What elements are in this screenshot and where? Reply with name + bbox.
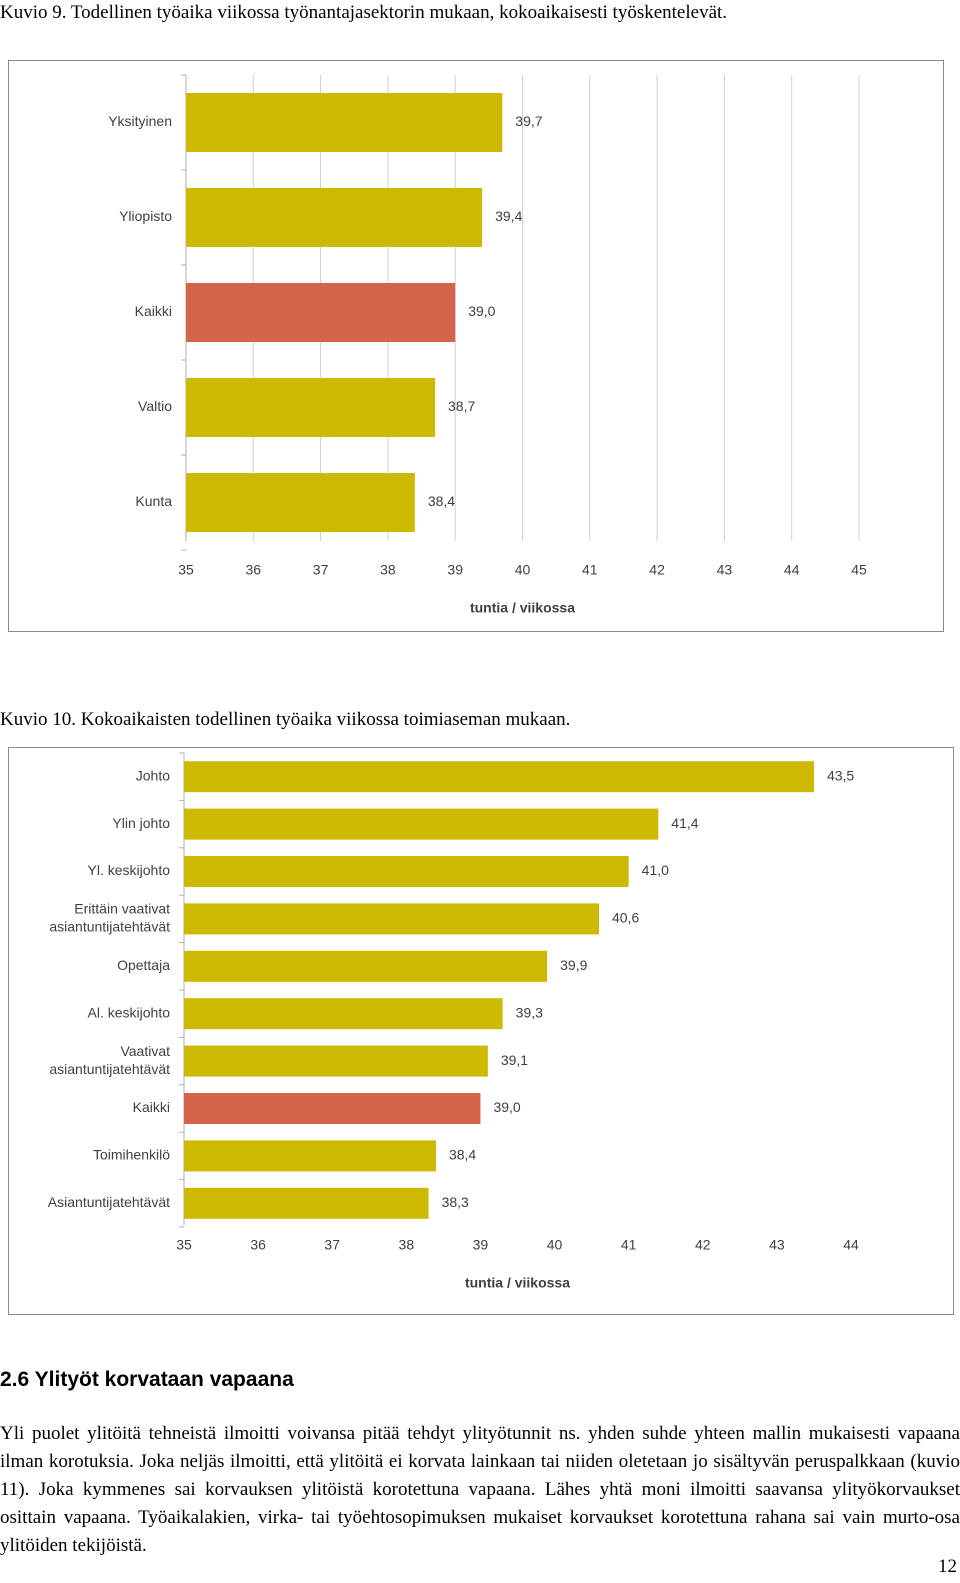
category-label: Opettaja: [117, 957, 170, 973]
category-label: Kaikki: [133, 1099, 170, 1115]
bar-ylin-johto: [184, 808, 659, 840]
data-label: 38,4: [449, 1147, 476, 1163]
category-label: Toimihenkilö: [93, 1147, 170, 1163]
body-paragraph: Yli puolet ylitöitä tehneistä ilmoitti v…: [0, 1423, 960, 1556]
data-label: 39,9: [560, 957, 587, 973]
category-label: Yliopisto: [119, 208, 172, 224]
x-tick-label: 40: [515, 562, 531, 578]
category-label: Al. keskijohto: [88, 1004, 171, 1020]
chart-kuvio-9-svg: Yksityinen 39,7 Yliopisto 39,4 Kaikki 39,0 Val…: [108, 74, 867, 616]
x-tick-label: 37: [313, 562, 329, 578]
bar-johto: [184, 761, 814, 793]
figure-caption-kuvio-9: Kuvio 9. Todellinen työaika viikossa työ…: [0, 2, 728, 23]
bar-asiantuntijatehtävät: [184, 1187, 429, 1219]
data-label: 39,1: [501, 1052, 528, 1068]
data-label: 39,3: [516, 1004, 543, 1020]
bar-yliopisto: [186, 188, 483, 247]
figure-caption-kuvio-10: Kuvio 10. Kokoaikaisten todellinen työai…: [0, 709, 571, 730]
x-tick-label: 43: [769, 1237, 785, 1253]
data-label: 39,0: [493, 1099, 520, 1115]
bar-kaikki: [184, 1093, 481, 1124]
chart-kuvio-10: Johto 43,5 Ylin johto 41,4 Yl. keskijohto 41,…: [8, 747, 954, 1315]
data-label: 41,4: [671, 815, 698, 831]
bar-toimihenkilö: [184, 1140, 436, 1172]
category-label: Yl. keskijohto: [88, 862, 171, 878]
bar-vaativat-asiantuntijatehtävät: [184, 1045, 488, 1077]
data-label: 41,0: [642, 862, 669, 878]
data-label: 38,7: [448, 398, 475, 414]
x-tick-label: 45: [851, 562, 867, 578]
page-number: 12: [938, 1556, 957, 1577]
x-tick-label: 37: [324, 1237, 340, 1253]
bar-opettaja: [184, 950, 548, 982]
x-tick-label: 35: [178, 562, 194, 578]
x-axis-title: tuntia / viikossa: [465, 1275, 570, 1291]
data-label: 43,5: [827, 767, 854, 783]
data-label: 39,0: [468, 303, 495, 319]
category-label: Yksityinen: [108, 113, 172, 129]
category-label: Asiantuntijatehtävät: [48, 1194, 170, 1210]
x-tick-label: 39: [473, 1237, 489, 1253]
x-tick-label: 42: [695, 1237, 711, 1253]
x-tick-label: 44: [784, 562, 800, 578]
chart-kuvio-9: Yksityinen 39,7 Yliopisto 39,4 Kaikki 39,0 Val…: [8, 60, 944, 632]
category-label: Valtio: [138, 398, 172, 414]
bar-yl-keskijohto: [184, 856, 629, 887]
x-tick-label: 35: [176, 1237, 192, 1253]
x-tick-label: 42: [649, 562, 665, 578]
bar-kaikki: [186, 283, 456, 342]
category-label: Vaativat: [120, 1043, 170, 1059]
bar-valtio: [186, 378, 436, 437]
x-tick-label: 38: [380, 562, 396, 578]
section-heading: 2.6 Ylityöt korvataan vapaana: [0, 1368, 294, 1391]
bar-al-keskijohto: [184, 998, 503, 1030]
x-tick-label: 40: [547, 1237, 563, 1253]
data-label: 39,4: [495, 208, 522, 224]
x-axis-title: tuntia / viikossa: [470, 600, 575, 616]
bar-erittäin-vaativat-asiantuntijatehtävät: [184, 903, 600, 935]
x-tick-label: 43: [717, 562, 733, 578]
category-label: Ylin johto: [112, 815, 170, 831]
bar-yksityinen: [186, 93, 503, 152]
x-tick-label: 38: [399, 1237, 415, 1253]
data-label: 40,6: [612, 910, 639, 926]
x-tick-label: 41: [621, 1237, 637, 1253]
category-label: asiantuntijatehtävät: [49, 919, 170, 935]
category-label: Kunta: [135, 493, 172, 509]
data-label: 38,4: [428, 493, 455, 509]
data-label: 38,3: [442, 1194, 469, 1210]
x-tick-label: 41: [582, 562, 598, 578]
category-label: asiantuntijatehtävät: [49, 1061, 170, 1077]
category-label: Kaikki: [135, 303, 172, 319]
x-tick-label: 39: [447, 562, 463, 578]
chart-kuvio-10-svg: Johto 43,5 Ylin johto 41,4 Yl. keskijohto 41,…: [48, 752, 859, 1291]
x-tick-label: 36: [246, 562, 262, 578]
x-tick-label: 36: [250, 1237, 266, 1253]
data-label: 39,7: [515, 113, 542, 129]
category-label: Erittäin vaativat: [74, 901, 170, 917]
x-tick-label: 44: [843, 1237, 859, 1253]
bar-kunta: [186, 473, 415, 532]
category-label: Johto: [136, 767, 170, 783]
